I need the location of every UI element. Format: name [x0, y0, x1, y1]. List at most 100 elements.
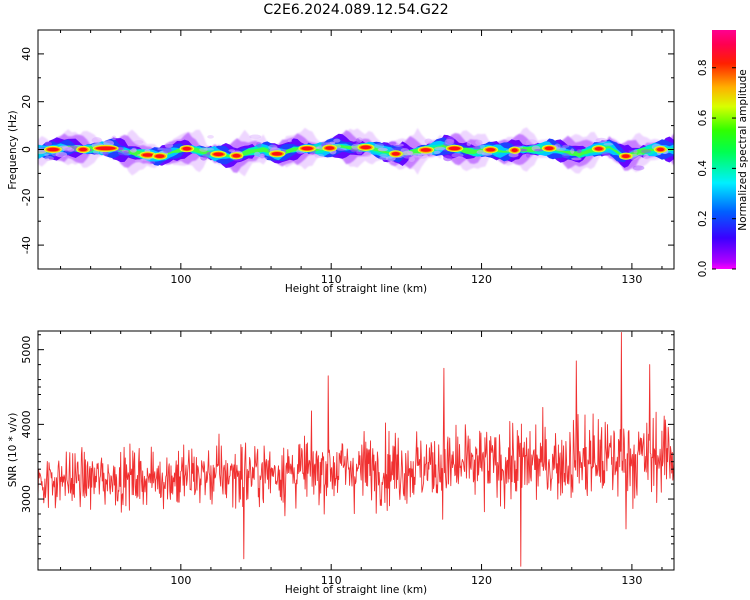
colorbar-tick-label: 0.8 [697, 59, 709, 76]
band-speckle [628, 150, 637, 153]
band-speckle [576, 148, 582, 154]
snr-panel: 100 110 120 130 3000 4000 5000 Height of strai… [7, 330, 675, 596]
band-speckle [378, 156, 389, 161]
hotspot-core [232, 153, 241, 158]
band-speckle [637, 153, 643, 157]
chart-title: C2E6.2024.089.12.54.G22 [263, 2, 448, 18]
band-speckle [434, 146, 446, 151]
colorbar-ticks: 0.0 0.2 0.4 0.6 0.8 [697, 59, 736, 277]
spectrogram-panel: 100 110 120 130 -40 -20 0 20 40 Height of straig… [7, 29, 675, 295]
band-speckle [91, 137, 103, 144]
band-speckle [388, 141, 397, 146]
y-tick-label: 3000 [20, 485, 33, 513]
snr-ticks: 100 110 120 130 3000 4000 5000 [20, 331, 674, 587]
band-speckle [117, 150, 129, 156]
band-speckle [603, 142, 614, 146]
hotspot-core [391, 152, 400, 156]
band-speckle [393, 143, 404, 147]
band-speckle [444, 138, 455, 145]
band-speckle [446, 136, 455, 143]
y-tick-label: -40 [20, 236, 33, 254]
hotspot-core [79, 147, 88, 152]
snr-ylabel: SNR (10 * v/v) [7, 413, 19, 488]
band-speckle [228, 149, 236, 152]
band-speckle [203, 147, 215, 151]
band-speckle [554, 146, 567, 151]
hotspot-core [594, 146, 603, 151]
snr-frame [37, 330, 675, 571]
hotspot-core [622, 154, 630, 158]
hotspot-core [271, 152, 283, 156]
band-speckle [256, 141, 262, 148]
band-speckle [199, 147, 208, 152]
band-speckle [640, 149, 652, 154]
x-tick-label: 100 [170, 273, 191, 286]
band-speckle [249, 134, 262, 139]
band-speckle [374, 143, 385, 149]
y-tick-label: 4000 [20, 410, 33, 438]
band-speckle [207, 135, 214, 139]
hotspot-core [47, 147, 59, 152]
band-speckle [525, 152, 531, 158]
band-speckle [451, 152, 464, 158]
colorbar-tick-label: 0.6 [697, 109, 709, 126]
band-speckle [377, 147, 388, 152]
band-speckle [329, 141, 336, 145]
band-speckle [314, 153, 325, 158]
band-speckle [355, 138, 360, 145]
band-speckle [400, 148, 410, 154]
hotspot-core [511, 148, 518, 153]
hotspot-core [420, 148, 432, 152]
band-speckle [561, 152, 570, 159]
band-speckle [562, 144, 570, 148]
x-tick-label: 110 [321, 574, 342, 587]
band-speckle [633, 149, 638, 154]
band-speckle [44, 141, 52, 146]
hotspot-core [325, 146, 335, 150]
spectrogram-ticks: 100 110 120 130 -40 -20 0 20 40 [20, 29, 674, 286]
x-tick-label: 110 [321, 273, 342, 286]
band-speckle [129, 148, 137, 153]
y-tick-label: 5000 [20, 336, 33, 364]
band-speckle [424, 138, 433, 145]
band-speckle [336, 147, 347, 151]
hotspot-core [448, 146, 461, 151]
hotspot-core [360, 145, 372, 150]
spectrogram-band [38, 127, 674, 177]
band-speckle [133, 140, 144, 145]
band-speckle [55, 151, 68, 158]
snr-xlabel: Height of straight line (km) [285, 584, 427, 596]
band-speckle [287, 139, 292, 143]
band-speckle [525, 139, 538, 146]
hotspot-core [182, 146, 192, 151]
colorbar-gradient [712, 30, 736, 269]
band-speckle [571, 157, 582, 161]
x-tick-label: 130 [621, 574, 642, 587]
band-speckle [570, 148, 575, 154]
x-tick-label: 120 [471, 574, 492, 587]
hotspot-core [213, 152, 224, 157]
band-speckle [387, 160, 395, 164]
band-speckle [410, 152, 423, 158]
snr-series-line [38, 332, 674, 567]
band-speckle [472, 146, 481, 150]
y-tick-label: 0 [20, 146, 33, 153]
colorbar-label: Normalized spectral amplitude [737, 69, 749, 230]
band-speckle [407, 150, 414, 155]
hotspot-core [142, 153, 154, 157]
hotspot-core [301, 146, 313, 151]
band-speckle [259, 153, 265, 158]
band-speckle [643, 154, 649, 160]
band-speckle [254, 151, 261, 158]
band-speckle [480, 143, 485, 150]
band-speckle [333, 138, 341, 143]
band-speckle [595, 137, 608, 144]
band-speckle [433, 150, 441, 155]
band-speckle [443, 155, 453, 162]
y-tick-label: 20 [20, 95, 33, 109]
x-tick-label: 120 [471, 273, 492, 286]
band-speckle [200, 155, 208, 161]
band-speckle [601, 152, 611, 157]
hotspot-core [544, 146, 554, 151]
